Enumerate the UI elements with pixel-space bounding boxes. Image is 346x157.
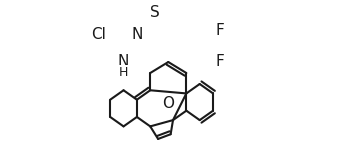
Text: S: S (151, 5, 160, 20)
Text: Cl: Cl (91, 27, 106, 42)
Text: F: F (216, 54, 225, 69)
Text: F: F (216, 23, 225, 38)
Text: N: N (131, 27, 143, 42)
Text: N: N (118, 54, 129, 69)
Text: H: H (119, 66, 128, 79)
Text: O: O (162, 96, 174, 111)
